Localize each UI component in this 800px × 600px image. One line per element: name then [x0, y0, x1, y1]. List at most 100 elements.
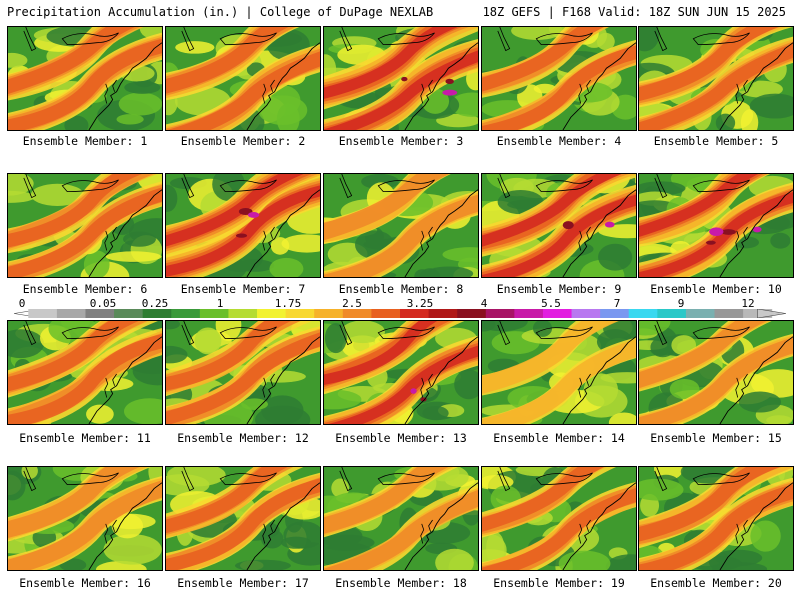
- legend-color-swatch: [485, 309, 515, 318]
- precip-map: [639, 467, 793, 570]
- ensemble-map-panel: [638, 173, 794, 278]
- ensemble-map-panel: [323, 173, 479, 278]
- ensemble-map-panel: [165, 26, 321, 131]
- ensemble-member-label: Ensemble Member: 8: [338, 282, 464, 296]
- precip-map: [482, 467, 636, 570]
- ensemble-member-label: Ensemble Member: 5: [653, 134, 779, 148]
- precip-map: [324, 467, 478, 570]
- legend-color-swatch: [685, 309, 716, 318]
- precip-map: [324, 27, 478, 130]
- ensemble-map-panel: [638, 320, 794, 425]
- legend-color-swatch: [342, 309, 372, 318]
- ensemble-member-label: Ensemble Member: 19: [493, 576, 625, 590]
- legend-tick-label: 1.75: [274, 297, 302, 310]
- precip-map: [482, 321, 636, 424]
- legend-tick-label: 0: [18, 297, 26, 310]
- precip-map: [166, 467, 320, 570]
- ensemble-map-panel: [481, 173, 637, 278]
- legend-color-swatch: [114, 309, 144, 318]
- ensemble-member-label: Ensemble Member: 17: [177, 576, 309, 590]
- legend-color-swatch: [171, 309, 201, 318]
- ensemble-member-label: Ensemble Member: 9: [496, 282, 622, 296]
- legend-color-swatch: [371, 309, 401, 318]
- precip-map: [482, 174, 636, 277]
- ensemble-map-panel: [323, 320, 479, 425]
- legend-color-swatch: [228, 309, 258, 318]
- ensemble-member-label: Ensemble Member: 7: [180, 282, 306, 296]
- precip-map: [324, 174, 478, 277]
- legend-color-swatch: [714, 309, 744, 318]
- ensemble-map-panel: [481, 320, 637, 425]
- precip-map: [639, 321, 793, 424]
- ensemble-member-label: Ensemble Member: 4: [496, 134, 622, 148]
- ensemble-member-label: Ensemble Member: 12: [177, 431, 309, 445]
- legend-tick-label: 0.05: [89, 297, 117, 310]
- model-run-info: 18Z GEFS | F168 Valid: 18Z SUN JUN 15 20…: [482, 5, 786, 19]
- ensemble-member-label: Ensemble Member: 6: [22, 282, 148, 296]
- precip-map: [166, 174, 320, 277]
- ensemble-member-label: Ensemble Member: 2: [180, 134, 306, 148]
- ensemble-map-panel: [7, 173, 163, 278]
- ensemble-map-panel: [7, 26, 163, 131]
- legend-color-swatch: [428, 309, 458, 318]
- ensemble-map-panel: [165, 173, 321, 278]
- precip-color-legend: 0 0.05 0.25 1 1.75 2.5 3.25 4 5.5 7 9 12: [14, 297, 786, 319]
- ensemble-map-panel: [638, 466, 794, 571]
- precip-map: [166, 27, 320, 130]
- precip-map: [482, 27, 636, 130]
- precip-map: [8, 27, 162, 130]
- legend-color-swatch: [56, 309, 86, 318]
- precip-map: [8, 321, 162, 424]
- legend-tick-label: 7: [613, 297, 621, 310]
- ensemble-map-panel: [323, 26, 479, 131]
- ensemble-map-panel: [481, 466, 637, 571]
- ensemble-map-panel: [481, 26, 637, 131]
- legend-color-swatch: [657, 309, 687, 318]
- ensemble-member-label: Ensemble Member: 16: [19, 576, 151, 590]
- legend-tick-label: 4: [480, 297, 488, 310]
- precip-map: [166, 321, 320, 424]
- legend-color-swatch: [628, 309, 658, 318]
- precip-map: [324, 321, 478, 424]
- ensemble-map-panel: [638, 26, 794, 131]
- legend-color-swatch: [400, 309, 430, 318]
- ensemble-member-label: Ensemble Member: 13: [335, 431, 467, 445]
- legend-color-swatch: [542, 309, 573, 318]
- legend-color-swatch: [257, 309, 287, 318]
- ensemble-member-label: Ensemble Member: 3: [338, 134, 464, 148]
- ensemble-member-label: Ensemble Member: 20: [650, 576, 782, 590]
- ensemble-member-label: Ensemble Member: 1: [22, 134, 148, 148]
- ensemble-map-panel: [323, 466, 479, 571]
- legend-max-arrow: [757, 309, 786, 318]
- legend-color-swatch: [28, 309, 58, 318]
- legend-color-bar: [14, 309, 786, 318]
- precip-map: [639, 174, 793, 277]
- precip-map: [8, 174, 162, 277]
- legend-color-swatch: [85, 309, 115, 318]
- legend-tick-label: 12: [741, 297, 755, 310]
- precip-map: [8, 467, 162, 570]
- ensemble-member-label: Ensemble Member: 15: [650, 431, 782, 445]
- ensemble-member-label: Ensemble Member: 10: [650, 282, 782, 296]
- legend-tick-label: 2.5: [342, 297, 362, 310]
- ensemble-member-label: Ensemble Member: 14: [493, 431, 625, 445]
- ensemble-map-panel: [7, 466, 163, 571]
- precip-map: [639, 27, 793, 130]
- legend-color-swatch: [457, 309, 487, 318]
- ensemble-member-label: Ensemble Member: 11: [19, 431, 151, 445]
- legend-color-swatch: [514, 309, 544, 318]
- legend-tick-label: 0.25: [141, 297, 169, 310]
- legend-tick-label: 9: [677, 297, 685, 310]
- ensemble-map-panel: [165, 320, 321, 425]
- legend-color-swatch: [571, 309, 601, 318]
- legend-tick-label: 1: [216, 297, 224, 310]
- legend-tick-label: 3.25: [406, 297, 434, 310]
- legend-color-swatch: [285, 309, 315, 318]
- legend-color-swatch: [199, 309, 229, 318]
- ensemble-map-panel: [7, 320, 163, 425]
- map-title: Precipitation Accumulation (in.) | Colle…: [7, 5, 434, 19]
- legend-color-swatch: [314, 309, 344, 318]
- legend-tick-label: 5.5: [541, 297, 561, 310]
- ensemble-map-panel: [165, 466, 321, 571]
- legend-color-swatch: [142, 309, 172, 318]
